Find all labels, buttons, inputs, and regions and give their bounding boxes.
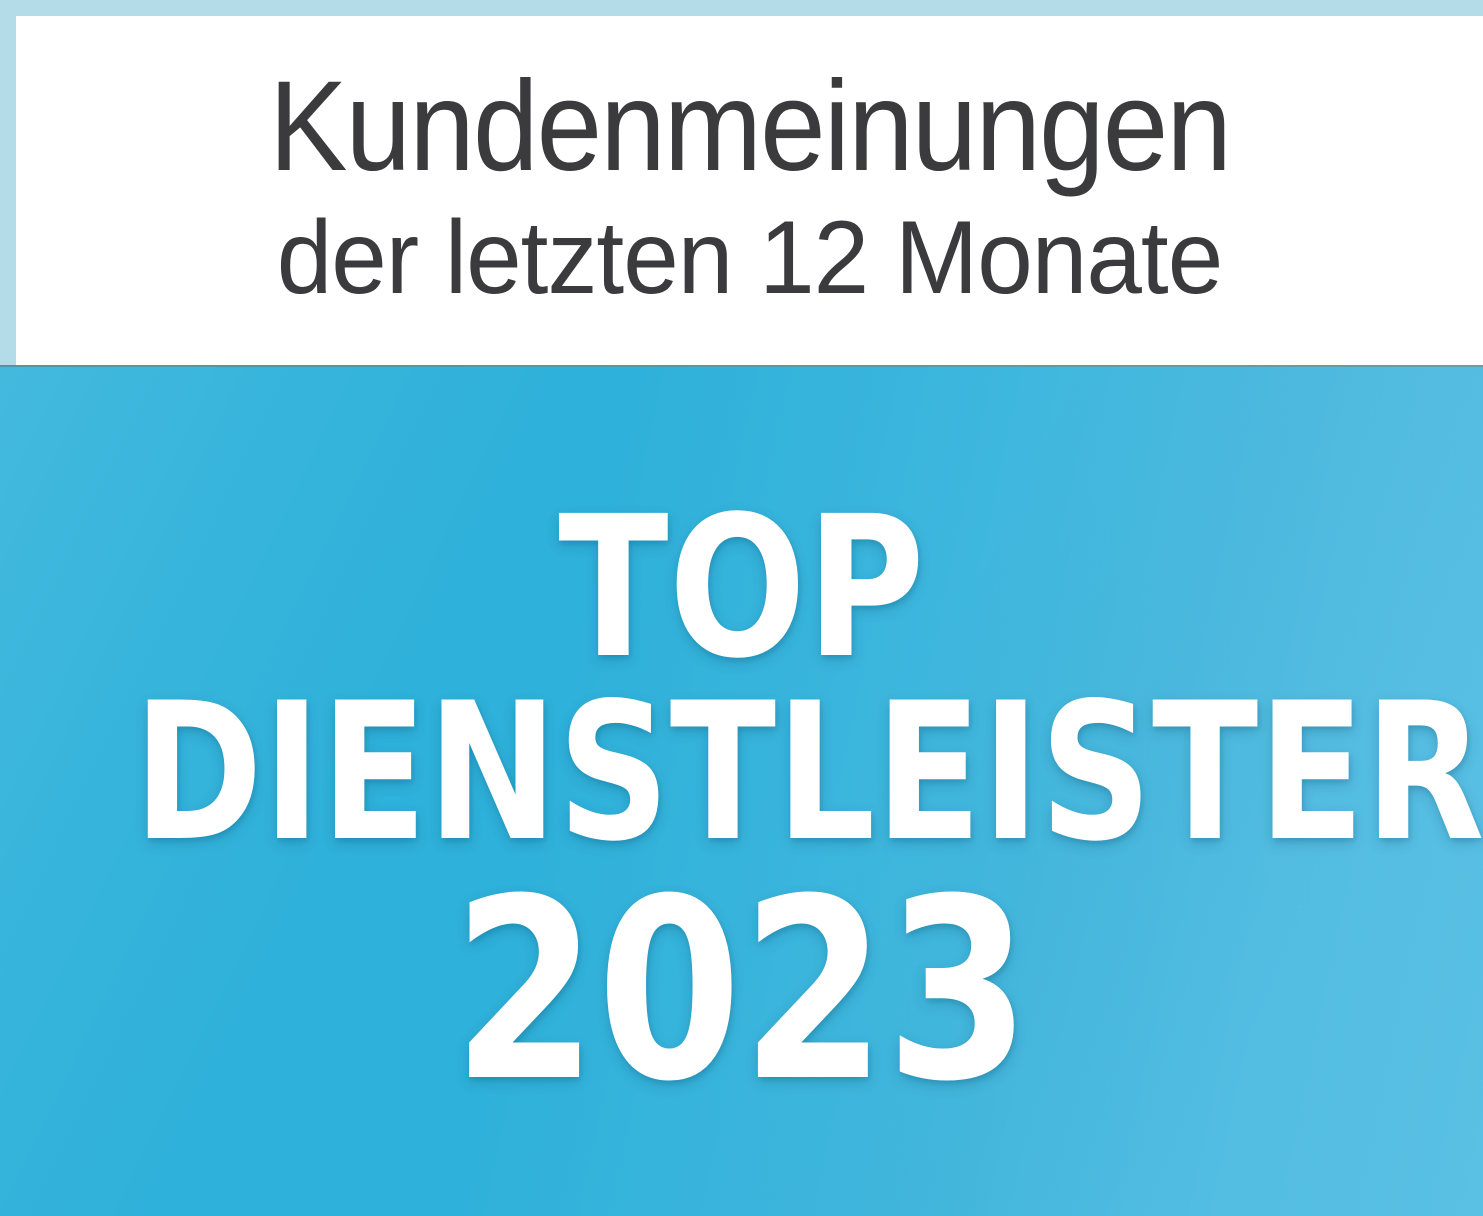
award-year: 2023 bbox=[452, 845, 1031, 1136]
award-word-top: TOP bbox=[558, 474, 925, 701]
award-panel: TOP DIENSTLEISTER 2023 bbox=[0, 365, 1483, 1216]
award-word-dienstleister: DIENSTLEISTER bbox=[133, 662, 1483, 883]
header-panel: Kundenmeinungen der letzten 12 Monate bbox=[16, 16, 1483, 365]
header-subtitle: der letzten 12 Monate bbox=[276, 200, 1224, 316]
header-title: Kundenmeinungen bbox=[268, 55, 1232, 198]
